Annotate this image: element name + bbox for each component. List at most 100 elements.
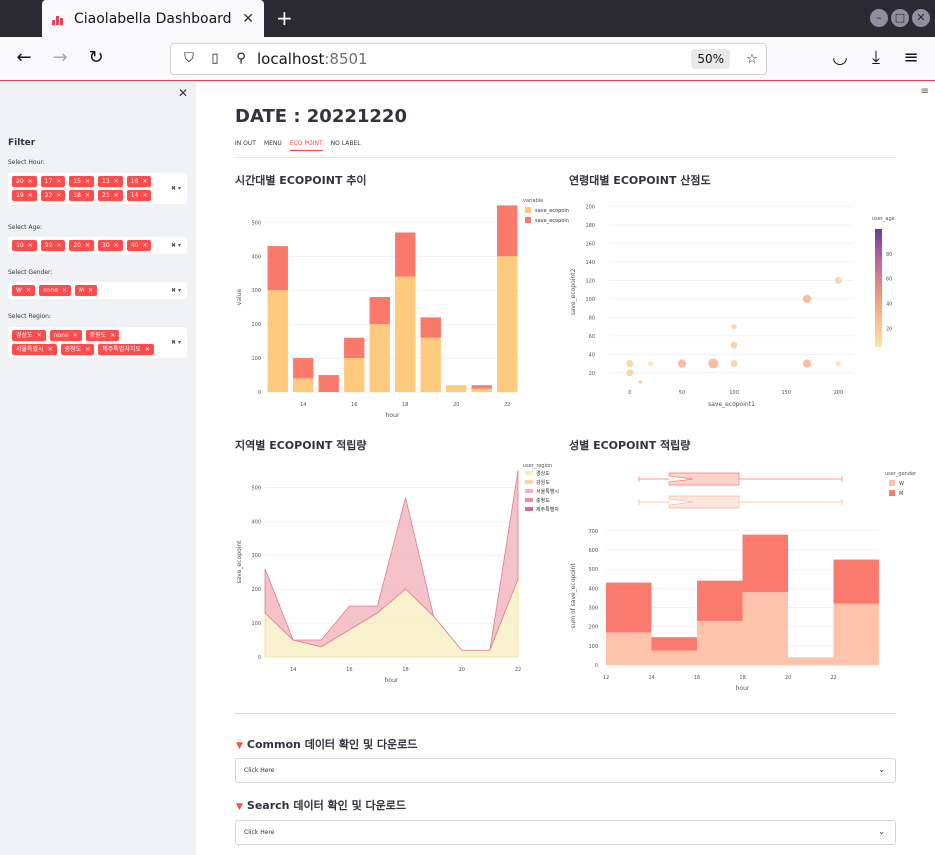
x-tick-label: 16 bbox=[346, 667, 352, 673]
remove-chip-icon[interactable]: ✕ bbox=[144, 346, 150, 353]
remove-chip-icon[interactable]: ✕ bbox=[25, 287, 31, 294]
age-chip[interactable]: 40 ✕ bbox=[126, 240, 152, 251]
tab-no-label[interactable]: NO LABEL bbox=[330, 140, 361, 147]
gender-chip[interactable]: M ✕ bbox=[74, 285, 98, 296]
gender-multiselect[interactable]: W ✕ none ✕ M ✕ ✖ ▾ bbox=[8, 282, 187, 299]
remove-chip-icon[interactable]: ✕ bbox=[47, 346, 53, 353]
remove-chip-icon[interactable]: ✕ bbox=[36, 332, 42, 339]
region-chip[interactable]: 서울특별시 ✕ bbox=[12, 344, 57, 355]
browser-tab[interactable]: Ciaolabella Dashboard ✕ bbox=[42, 0, 264, 37]
menu-icon[interactable]: ≡ bbox=[903, 47, 919, 68]
hour-chip[interactable]: 14 ✕ bbox=[126, 190, 152, 201]
dropdown-controls-icon[interactable]: ✖ ▾ bbox=[171, 184, 181, 192]
gender-chip[interactable]: none ✕ bbox=[38, 285, 71, 296]
dropdown-controls-icon[interactable]: ✖ ▾ bbox=[171, 241, 181, 249]
remove-chip-icon[interactable]: ✕ bbox=[56, 242, 62, 249]
remove-chip-icon[interactable]: ✕ bbox=[27, 242, 33, 249]
remove-chip-icon[interactable]: ✕ bbox=[84, 192, 91, 199]
hour-chip[interactable]: 20 ✕ bbox=[12, 176, 37, 187]
region-chip[interactable]: 제주특별자치도 ✕ bbox=[98, 344, 154, 355]
address-bar[interactable]: ⛉ ▯ ⚲ localhost:8501 50% ☆ bbox=[170, 43, 767, 75]
remove-chip-icon[interactable]: ✕ bbox=[142, 178, 148, 185]
close-window-icon[interactable]: ✕ bbox=[912, 9, 930, 27]
bookmark-star-icon[interactable]: ☆ bbox=[746, 52, 758, 67]
hour-chip[interactable]: 13 ✕ bbox=[98, 176, 123, 187]
hour-chip[interactable]: 19 ✕ bbox=[12, 190, 37, 201]
age-chip[interactable]: 20 ✕ bbox=[69, 240, 95, 251]
remove-chip-icon[interactable]: ✕ bbox=[61, 287, 67, 294]
pocket-icon[interactable]: ◡ bbox=[832, 47, 848, 68]
hour-chip[interactable]: 18 ✕ bbox=[69, 190, 95, 201]
remove-chip-icon[interactable]: ✕ bbox=[88, 287, 94, 294]
common-select[interactable]: Click Here ⌄ bbox=[235, 758, 896, 783]
forward-icon[interactable]: → bbox=[52, 47, 68, 68]
region-chip[interactable]: none ✕ bbox=[49, 330, 82, 341]
region-chip[interactable]: 강원도 ✕ bbox=[85, 330, 120, 341]
tab-eco-point[interactable]: ECO POINT bbox=[289, 140, 323, 151]
app-menu-icon[interactable]: ≡ bbox=[920, 86, 929, 97]
chip-label: M bbox=[78, 287, 85, 294]
gender-chip[interactable]: W ✕ bbox=[12, 285, 35, 296]
zoom-level[interactable]: 50% bbox=[691, 49, 730, 69]
remove-chip-icon[interactable]: ✕ bbox=[113, 178, 119, 185]
y-tick-label: 700 bbox=[588, 529, 598, 535]
legend-label: save_ecopoin bbox=[535, 218, 569, 224]
hour-multiselect[interactable]: 20 ✕ 17 ✕ 15 ✕ 13 ✕ 16 ✕ 19 ✕ 22 ✕ 18 ✕ 21 ✕ 14 ✕ ✖ ▾ bbox=[8, 173, 187, 204]
age-chip[interactable]: 99 ✕ bbox=[40, 240, 66, 251]
remove-chip-icon[interactable]: ✕ bbox=[142, 242, 148, 249]
scatter-point bbox=[626, 369, 634, 377]
dropdown-controls-icon[interactable]: ✖ ▾ bbox=[171, 286, 181, 294]
age-multiselect[interactable]: 10 ✕ 99 ✕ 20 ✕ 30 ✕ 40 ✕ ✖ ▾ bbox=[8, 237, 187, 254]
age-chip[interactable]: 30 ✕ bbox=[98, 240, 123, 251]
bar-save-ecopoint2 bbox=[497, 205, 518, 257]
hourly-ecopoint-chart[interactable]: 0 100 200 300 400 500 14 16 18 20 22 hour value varia… bbox=[235, 192, 575, 422]
tab-menu[interactable]: MENU bbox=[263, 140, 282, 147]
region-chip[interactable]: 충청도 ✕ bbox=[60, 344, 95, 355]
area-series bbox=[264, 470, 519, 651]
remove-chip-icon[interactable]: ✕ bbox=[142, 192, 148, 199]
remove-chip-icon[interactable]: ✕ bbox=[27, 192, 33, 199]
remove-chip-icon[interactable]: ✕ bbox=[27, 178, 33, 185]
permissions-icon[interactable]: ⚲ bbox=[236, 51, 246, 66]
tab-in-out[interactable]: IN OUT bbox=[235, 140, 256, 147]
shield-icon[interactable]: ⛉ bbox=[184, 51, 194, 66]
x-tick-label: 200 bbox=[834, 390, 844, 396]
hour-chip[interactable]: 15 ✕ bbox=[69, 176, 95, 187]
age-chip[interactable]: 10 ✕ bbox=[12, 240, 37, 251]
remove-chip-icon[interactable]: ✕ bbox=[56, 178, 62, 185]
download-icon[interactable]: ⤓ bbox=[872, 47, 880, 68]
remove-chip-icon[interactable]: ✕ bbox=[85, 346, 91, 353]
chip-label: 13 bbox=[102, 178, 110, 185]
hour-chip[interactable]: 22 ✕ bbox=[40, 190, 66, 201]
close-tab-icon[interactable]: ✕ bbox=[242, 10, 254, 27]
search-expander-header[interactable]: ▼ Search 데이터 확인 및 다운로드 bbox=[236, 797, 406, 813]
remove-chip-icon[interactable]: ✕ bbox=[84, 178, 91, 185]
region-multiselect[interactable]: 경상도 ✕ none ✕ 강원도 ✕ 서울특별시 ✕ 충청도 ✕ 제주특별자치도 ✕ ✖ ▾ bbox=[8, 327, 187, 358]
minimize-icon[interactable]: – bbox=[870, 9, 888, 27]
hour-chip[interactable]: 16 ✕ bbox=[126, 176, 152, 187]
search-select[interactable]: Click Here ⌄ bbox=[235, 820, 896, 845]
url-text[interactable]: localhost:8501 bbox=[257, 50, 368, 68]
gender-bar-chart[interactable]: 0 100 200 300 400 500 600 700 12 14 16 18 20 22 hour su… bbox=[569, 457, 919, 692]
reload-icon[interactable]: ↻ bbox=[88, 47, 104, 68]
remove-chip-icon[interactable]: ✕ bbox=[84, 242, 91, 249]
region-chip[interactable]: 경상도 ✕ bbox=[12, 330, 46, 341]
common-expander-header[interactable]: ▼ Common 데이터 확인 및 다운로드 bbox=[236, 736, 417, 752]
remove-chip-icon[interactable]: ✕ bbox=[110, 332, 116, 339]
hour-chip[interactable]: 21 ✕ bbox=[98, 190, 123, 201]
close-sidebar-icon[interactable]: ✕ bbox=[178, 86, 189, 100]
age-scatter-chart[interactable]: 20 40 60 80 100 120 140 160 180 200 0 50 100 150 200 sa… bbox=[569, 192, 919, 422]
region-area-chart[interactable]: 0 100 200 300 400 500 14 16 18 20 22 hour save_ecopo… bbox=[235, 457, 575, 687]
remove-chip-icon[interactable]: ✕ bbox=[113, 242, 119, 249]
bar-save-ecopoint2 bbox=[344, 337, 365, 359]
remove-chip-icon[interactable]: ✕ bbox=[113, 192, 119, 199]
hour-chip[interactable]: 17 ✕ bbox=[40, 176, 66, 187]
maximize-icon[interactable]: □ bbox=[891, 9, 909, 27]
y-axis-label: value bbox=[236, 288, 243, 305]
remove-chip-icon[interactable]: ✕ bbox=[72, 332, 78, 339]
dropdown-controls-icon[interactable]: ✖ ▾ bbox=[171, 338, 181, 346]
back-icon[interactable]: ← bbox=[16, 47, 32, 68]
new-tab-icon[interactable]: + bbox=[276, 6, 293, 30]
bar-save-ecopoint1 bbox=[471, 388, 492, 392]
remove-chip-icon[interactable]: ✕ bbox=[56, 192, 62, 199]
